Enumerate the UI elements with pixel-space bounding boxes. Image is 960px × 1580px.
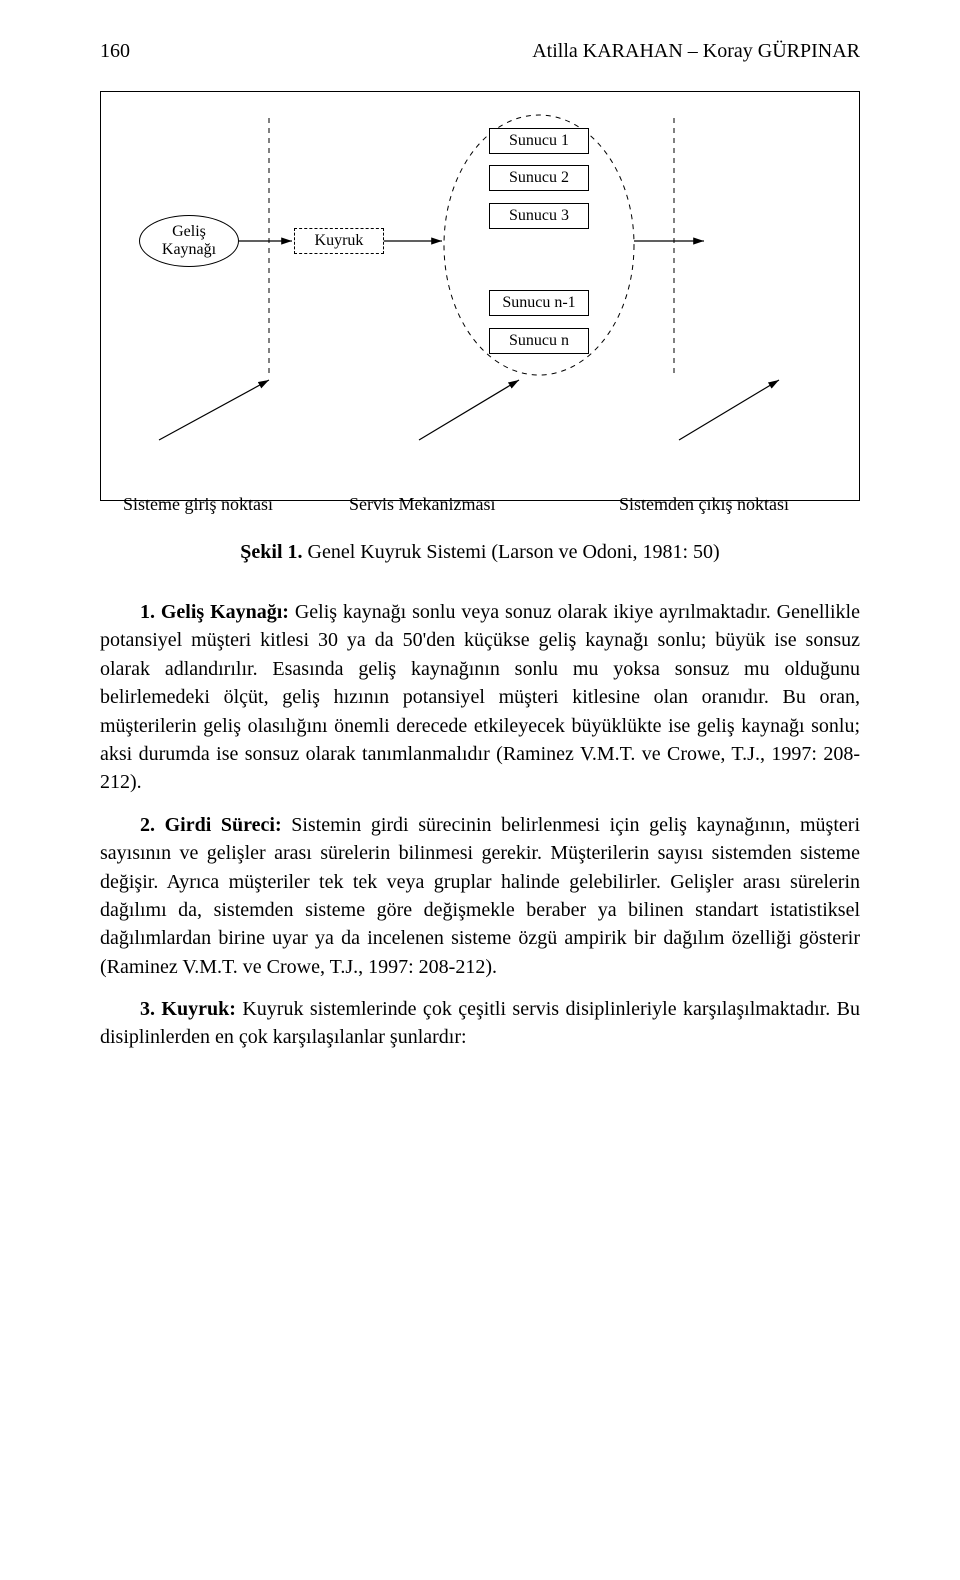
source-label-1: Geliş	[172, 223, 206, 241]
exit-point-label: Sistemden çıkış noktası	[619, 494, 789, 515]
entry-point-label: Sisteme giriş noktası	[123, 494, 273, 515]
paragraph-2: 2. Girdi Süreci: Sistemin girdi sürecini…	[100, 811, 860, 981]
caption-rest: Genel Kuyruk Sistemi (Larson ve Odoni, 1…	[303, 541, 720, 563]
diagram-frame: Geliş Kaynağı Kuyruk Sunucu 1 Sunucu 2 S…	[100, 91, 860, 501]
queue-node: Kuyruk	[294, 228, 384, 254]
server-2-node: Sunucu 2	[489, 165, 589, 191]
page-number: 160	[100, 40, 130, 63]
p2-rest: Sistemin girdi sürecinin belirlenmesi iç…	[100, 814, 860, 978]
queue-system-diagram: Geliş Kaynağı Kuyruk Sunucu 1 Sunucu 2 S…	[119, 110, 841, 450]
page-header: 160 Atilla KARAHAN – Koray GÜRPINAR	[100, 40, 860, 63]
paragraph-1: 1. Geliş Kaynağı: Geliş kaynağı sonlu ve…	[100, 598, 860, 797]
header-authors: Atilla KARAHAN – Koray GÜRPINAR	[532, 40, 860, 63]
queue-label: Kuyruk	[315, 232, 364, 249]
p3-bold: 3. Kuyruk:	[140, 998, 236, 1020]
source-node: Geliş Kaynağı	[139, 215, 239, 267]
p1-bold: 1. Geliş Kaynağı:	[140, 601, 289, 623]
p2-bold: 2. Girdi Süreci:	[140, 814, 282, 836]
server-n-node: Sunucu n	[489, 328, 589, 354]
source-label-2: Kaynağı	[162, 241, 216, 259]
figure-caption: Şekil 1. Genel Kuyruk Sistemi (Larson ve…	[100, 541, 860, 564]
caption-bold: Şekil 1.	[240, 541, 302, 563]
server-n-1-node: Sunucu n-1	[489, 290, 589, 316]
mechanism-label: Servis Mekanizması	[349, 494, 495, 515]
paragraph-3: 3. Kuyruk: Kuyruk sistemlerinde çok çeşi…	[100, 995, 860, 1052]
p1-rest: Geliş kaynağı sonlu veya sonuz olarak ik…	[100, 601, 860, 793]
diagram-svg	[119, 110, 839, 450]
server-3-node: Sunucu 3	[489, 203, 589, 229]
server-1-node: Sunucu 1	[489, 128, 589, 154]
